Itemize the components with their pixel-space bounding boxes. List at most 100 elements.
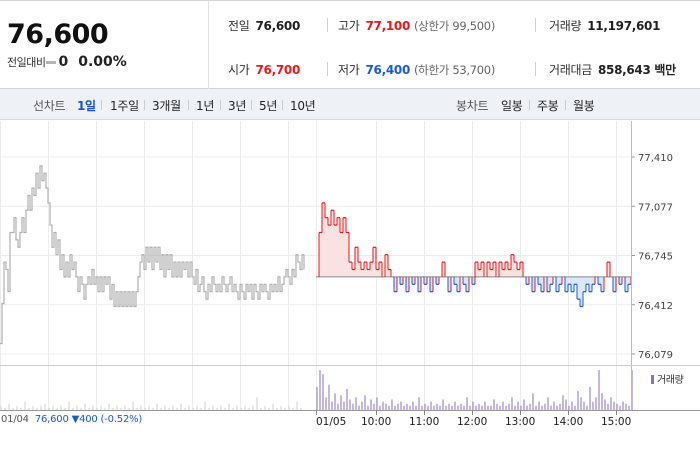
change-rate: 0.00% xyxy=(78,54,127,70)
today-price-area xyxy=(592,276,595,285)
today-price-area xyxy=(586,276,589,285)
today-price-area xyxy=(490,269,493,277)
today-price-area xyxy=(583,276,586,292)
candle-chart-title: 봉차트 xyxy=(456,99,489,113)
today-price-area xyxy=(436,276,439,285)
quote-header: 76,600 전일대비 0 0.00% 전일 76,600 고가 77,100 (상한… xyxy=(0,0,700,89)
today-price-area xyxy=(493,262,496,277)
today-price-area xyxy=(385,254,388,277)
y-tick-label: 77,077 xyxy=(638,202,673,213)
today-price-area xyxy=(613,276,616,292)
today-price-area xyxy=(475,262,478,277)
today-price-area xyxy=(349,262,352,277)
stat-label: 거래량 xyxy=(549,19,582,33)
today-price-area xyxy=(322,202,325,277)
today-price-area xyxy=(430,276,433,292)
tab-divider xyxy=(282,100,283,110)
x-tick-label: 12:00 xyxy=(457,416,487,428)
stat-low: 저가 76,400 (하한가 53,700) xyxy=(338,61,495,78)
tab-5year[interactable]: 5년 xyxy=(259,99,278,113)
tab-3month[interactable]: 3개월 xyxy=(152,99,181,113)
divider xyxy=(327,62,328,76)
today-price-area xyxy=(550,276,553,285)
today-price-area xyxy=(442,262,445,277)
chart-period-tabs: 선차트 1일 1주일 3개월 1년 3년 5년 10년 봉차트 일봉 주봉 월봉 xyxy=(0,89,700,120)
x-tick-label: 14:00 xyxy=(553,416,583,428)
today-price-area xyxy=(412,276,415,285)
today-price-area xyxy=(463,276,466,285)
hover-price: 76,600 ▼400 (-0.52%) xyxy=(34,414,143,425)
today-price-area xyxy=(373,247,376,277)
tab-weekly-candle[interactable]: 주봉 xyxy=(537,99,559,113)
today-price-area xyxy=(325,217,328,277)
today-price-area xyxy=(547,276,550,292)
tab-monthly-candle[interactable]: 월봉 xyxy=(573,99,595,113)
today-price-area xyxy=(580,276,583,307)
today-price-area xyxy=(574,276,577,285)
today-price-area xyxy=(577,276,580,300)
x-tick-label: 15:00 xyxy=(601,416,631,428)
today-price-area xyxy=(505,262,508,277)
today-price-area xyxy=(343,217,346,277)
tab-daily-candle[interactable]: 일봉 xyxy=(501,99,523,113)
today-price-area xyxy=(337,217,340,277)
hover-info: 01/04 76,600 ▼400 (-0.52%) xyxy=(1,414,142,425)
price-chart-svg: 77,410 77,077 76,745 76,412 76,079 01/05 10:00… xyxy=(0,121,700,428)
divider xyxy=(535,18,536,32)
today-price-area xyxy=(367,269,370,277)
price-chart[interactable]: 77,410 77,077 76,745 76,412 76,079 01/05 10:00… xyxy=(0,121,700,450)
today-price-area xyxy=(352,269,355,277)
today-price-area xyxy=(520,262,523,277)
today-price-area xyxy=(559,276,562,285)
prev-day-price-line xyxy=(0,165,305,345)
y-tick-label: 76,412 xyxy=(638,301,673,312)
today-price-area xyxy=(328,225,331,277)
today-price-area xyxy=(619,276,622,285)
line-chart-title: 선차트 xyxy=(33,99,66,113)
change-value: 0 xyxy=(58,54,69,70)
x-tick-label: 10:00 xyxy=(361,416,391,428)
tab-10year[interactable]: 10년 xyxy=(290,99,316,113)
today-price-area xyxy=(538,276,541,285)
today-price-area xyxy=(355,247,358,277)
today-price-area xyxy=(424,276,427,285)
stat-label: 고가 xyxy=(338,19,360,33)
stat-label: 시가 xyxy=(228,63,250,77)
today-price-area xyxy=(331,210,334,277)
today-price-area xyxy=(502,269,505,277)
today-price-area xyxy=(511,254,514,277)
tab-1day[interactable]: 1일 xyxy=(77,99,96,113)
tab-divider xyxy=(220,100,221,110)
tab-1week[interactable]: 1주일 xyxy=(110,99,139,113)
y-tick-label: 76,745 xyxy=(638,252,673,263)
tab-divider xyxy=(529,100,530,110)
today-price-area xyxy=(379,262,382,277)
y-tick-label: 76,079 xyxy=(638,350,673,361)
today-price-area xyxy=(508,269,511,277)
stat-value: 858,643 백만 xyxy=(597,63,676,77)
stat-prev-close: 전일 76,600 xyxy=(228,17,300,34)
stat-label: 거래대금 xyxy=(549,63,592,77)
change-label: 전일대비 xyxy=(7,56,46,69)
today-price-area xyxy=(532,276,535,292)
stat-sub: (상한가 99,500) xyxy=(414,19,496,33)
price-box: 76,600 전일대비 0 0.00% xyxy=(0,1,209,89)
tab-1year[interactable]: 1년 xyxy=(196,99,215,113)
today-price-area xyxy=(388,269,391,277)
today-price-area xyxy=(364,262,367,277)
stat-amount: 거래대금 858,643 백만 xyxy=(549,61,676,78)
stat-value: 77,100 xyxy=(365,19,410,33)
today-price-area xyxy=(499,262,502,277)
change-row: 전일대비 0 0.00% xyxy=(7,54,127,70)
today-price-area xyxy=(568,276,571,285)
today-price-area xyxy=(334,225,337,277)
today-price-area xyxy=(346,232,349,277)
tab-3year[interactable]: 3년 xyxy=(228,99,247,113)
stat-volume: 거래량 11,197,601 xyxy=(549,17,660,34)
today-price-area xyxy=(565,276,568,292)
today-price-area xyxy=(466,276,469,292)
flat-icon xyxy=(46,60,57,64)
today-price-area xyxy=(598,276,601,285)
today-price-area xyxy=(607,262,610,277)
today-price-area xyxy=(526,276,529,285)
